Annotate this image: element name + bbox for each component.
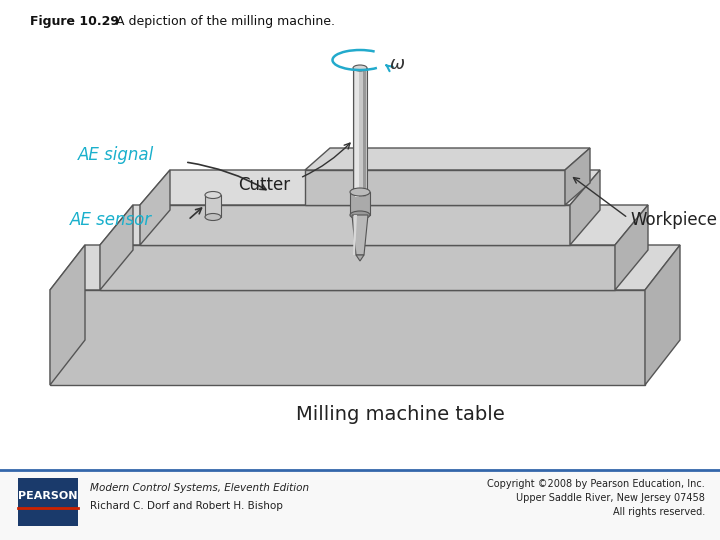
Polygon shape <box>615 205 648 290</box>
Polygon shape <box>645 245 680 385</box>
Text: Upper Saddle River, New Jersey 07458: Upper Saddle River, New Jersey 07458 <box>516 493 705 503</box>
Polygon shape <box>100 245 615 290</box>
Polygon shape <box>50 290 645 385</box>
Polygon shape <box>570 170 600 245</box>
Bar <box>350 192 370 215</box>
Ellipse shape <box>205 192 221 199</box>
Polygon shape <box>305 148 590 170</box>
Text: All rights reserved.: All rights reserved. <box>613 507 705 517</box>
Text: ω: ω <box>390 55 405 73</box>
Bar <box>355 71 359 197</box>
Text: AE signal: AE signal <box>78 146 154 164</box>
FancyBboxPatch shape <box>205 195 221 217</box>
Polygon shape <box>140 205 570 245</box>
Text: Copyright ©2008 by Pearson Education, Inc.: Copyright ©2008 by Pearson Education, In… <box>487 479 705 489</box>
Bar <box>0 470 720 540</box>
Text: AE sensor: AE sensor <box>70 211 152 229</box>
Polygon shape <box>356 255 364 261</box>
Ellipse shape <box>350 211 370 219</box>
Text: Richard C. Dorf and Robert H. Bishop: Richard C. Dorf and Robert H. Bishop <box>90 501 283 511</box>
Polygon shape <box>353 215 357 255</box>
Polygon shape <box>50 245 680 290</box>
Ellipse shape <box>350 188 370 196</box>
Polygon shape <box>140 170 170 245</box>
Polygon shape <box>305 170 565 205</box>
Polygon shape <box>50 245 85 385</box>
FancyBboxPatch shape <box>18 478 78 526</box>
Polygon shape <box>140 170 600 205</box>
Text: Workpiece: Workpiece <box>630 211 717 229</box>
Polygon shape <box>100 205 133 290</box>
Text: PEARSON: PEARSON <box>18 491 78 501</box>
Text: Modern Control Systems, Eleventh Edition: Modern Control Systems, Eleventh Edition <box>90 483 309 493</box>
Text: Cutter: Cutter <box>238 176 290 194</box>
Polygon shape <box>352 215 368 255</box>
Text: A depiction of the milling machine.: A depiction of the milling machine. <box>108 16 335 29</box>
Ellipse shape <box>353 65 367 71</box>
Text: Figure 10.29: Figure 10.29 <box>30 16 119 29</box>
Text: Milling machine table: Milling machine table <box>296 406 505 424</box>
Polygon shape <box>565 148 590 205</box>
Bar <box>363 71 366 197</box>
Ellipse shape <box>205 213 221 220</box>
Bar <box>353 68 367 200</box>
Polygon shape <box>100 205 648 245</box>
